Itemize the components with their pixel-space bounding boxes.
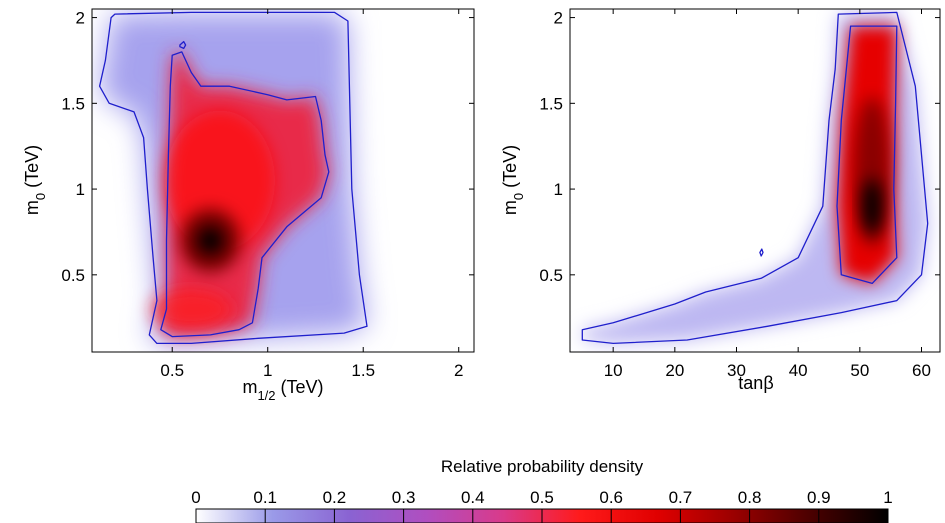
right-x-tick-label: 40	[789, 361, 808, 380]
left-x-tick-label: 1.5	[351, 361, 375, 380]
right-axes-box	[569, 8, 941, 353]
left-y-tick-label: 1	[76, 180, 85, 199]
left-x-ticks: 0.5 1 1.5 2	[160, 9, 463, 380]
right-heatmap	[570, 9, 940, 352]
right-x-tick-label: 20	[665, 361, 684, 380]
right-x-tick-label: 30	[727, 361, 746, 380]
right-x-tick-label: 50	[850, 361, 869, 380]
colorbar-tick-labels: 0 0.1 0.2 0.3 0.4 0.5 0.6 0.7 0.8 0.9 1	[191, 488, 892, 507]
colorbar-tick-label: 1	[883, 488, 892, 507]
colorbar-tick-label: 0.2	[323, 488, 347, 507]
left-y-axis-label: m0 (TeV)	[22, 145, 48, 215]
left-x-tick-label: 1	[263, 361, 272, 380]
colorbar-frame	[195, 508, 889, 523]
right-y-axis-label: m0 (TeV)	[500, 145, 526, 215]
colorbar-tick-label: 0	[191, 488, 200, 507]
left-y-tick-label: 0.5	[61, 266, 85, 285]
left-contour-outer	[98, 11, 368, 345]
colorbar-tick-label: 0.7	[669, 488, 693, 507]
right-y-ticks: 0.5 1 1.5 2	[539, 9, 940, 285]
left-contour-inner	[160, 51, 330, 338]
colorbar-tick-label: 0.8	[738, 488, 762, 507]
left-density-peak	[197, 226, 224, 255]
right-y-tick-label: 1.5	[539, 94, 563, 113]
colorbar-tick-label: 0.6	[599, 488, 623, 507]
colorbar-tick-label: 0.4	[461, 488, 485, 507]
right-contour-island	[759, 248, 764, 257]
left-y-ticks: 0.5 1 1.5 2	[61, 9, 474, 285]
colorbar-tick-label: 0.1	[253, 488, 277, 507]
colorbar-tick-label: 0.5	[530, 488, 554, 507]
left-y-tick-label: 1.5	[61, 94, 85, 113]
right-x-tick-label: 60	[912, 361, 931, 380]
right-contour-outer	[581, 11, 929, 345]
right-x-tick-label: 10	[604, 361, 623, 380]
left-x-axis-label: m1/2 (TeV)	[242, 377, 323, 403]
right-y-tick-label: 0.5	[539, 266, 563, 285]
colorbar-tick-label: 0.9	[807, 488, 831, 507]
left-x-tick-label: 0.5	[160, 361, 184, 380]
left-heatmap	[92, 9, 474, 352]
right-y-tick-label: 2	[554, 9, 563, 28]
colorbar-title: Relative probability density	[441, 457, 644, 476]
right-panel: 10 20 30 40 50 60 0.5 1 1.5 2 tanβ m0 (TeV)	[500, 8, 941, 393]
left-axes-box	[91, 8, 475, 353]
right-contours	[581, 11, 929, 345]
right-y-tick-label: 1	[554, 180, 563, 199]
right-x-axis-label: tanβ	[738, 373, 773, 393]
left-contours	[98, 11, 368, 345]
right-x-ticks: 10 20 30 40 50 60	[604, 9, 931, 380]
right-density-field	[582, 12, 928, 344]
colorbar: Relative probability density 0 0.1 0.2 0.3 0…	[191, 457, 893, 523]
colorbar-tick-label: 0.3	[392, 488, 416, 507]
left-density-lower-tail	[151, 289, 232, 330]
left-panel: 0.5 1 1.5 2 0.5 1 1.5 2 m1/2 (TeV) m0 (TeV)	[22, 8, 475, 403]
right-density-peak	[862, 178, 883, 235]
right-contour-inner	[836, 25, 898, 285]
left-y-tick-label: 2	[76, 9, 85, 28]
left-x-tick-label: 2	[454, 361, 463, 380]
left-contour-island	[179, 40, 187, 50]
